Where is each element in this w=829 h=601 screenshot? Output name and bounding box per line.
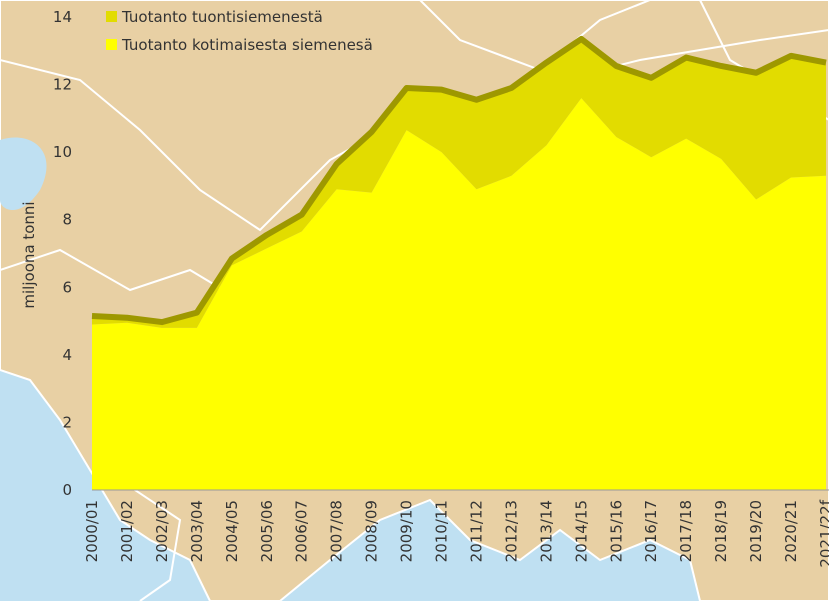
x-tick-label: 2007/08 — [328, 500, 346, 562]
legend-label: Tuotanto tuontisiemenestä — [121, 8, 323, 26]
y-tick-label: 6 — [62, 278, 72, 296]
x-tick-label: 2012/13 — [502, 500, 520, 562]
y-tick-label: 8 — [62, 211, 72, 229]
x-tick-label: 2019/20 — [747, 500, 765, 562]
y-tick-label: 0 — [62, 481, 72, 499]
y-tick-label: 10 — [53, 143, 72, 161]
area-edge — [91, 35, 827, 326]
x-tick-label: 2010/11 — [433, 500, 451, 562]
x-tick-label: 2020/21 — [782, 500, 800, 562]
x-tick-label: 2001/02 — [118, 500, 136, 562]
x-tick-label: 2018/19 — [712, 500, 730, 562]
x-tick-label: 2011/12 — [467, 500, 485, 562]
x-tick-label: 2013/14 — [537, 500, 555, 562]
x-tick-label: 2003/04 — [188, 500, 206, 562]
x-tick-label: 2004/05 — [223, 500, 241, 562]
y-tick-label: 4 — [62, 346, 72, 364]
x-tick-label: 2000/01 — [83, 500, 101, 562]
x-tick-label: 2015/16 — [607, 500, 625, 562]
x-tick-label: 2014/15 — [572, 500, 590, 562]
x-tick-label: 2021/22f — [817, 499, 829, 567]
x-tick-label: 2017/18 — [677, 500, 695, 562]
area — [92, 38, 826, 328]
x-tick-label: 2005/06 — [258, 500, 276, 562]
x-tick-label: 2002/03 — [153, 500, 171, 562]
y-axis-label: miljoona tonni — [20, 201, 38, 308]
y-tick-label: 12 — [53, 76, 72, 94]
x-tick-label: 2006/07 — [293, 500, 311, 562]
legend-swatch — [106, 39, 117, 50]
area — [92, 98, 826, 490]
y-tick-label: 14 — [53, 8, 72, 26]
legend-label: Tuotanto kotimaisesta siemenesä — [121, 36, 373, 54]
x-tick-label: 2008/09 — [363, 500, 381, 562]
y-tick-label: 2 — [62, 413, 72, 431]
x-tick-label: 2009/10 — [398, 500, 416, 562]
x-tick-label: 2016/17 — [642, 500, 660, 562]
legend-swatch — [106, 11, 117, 22]
